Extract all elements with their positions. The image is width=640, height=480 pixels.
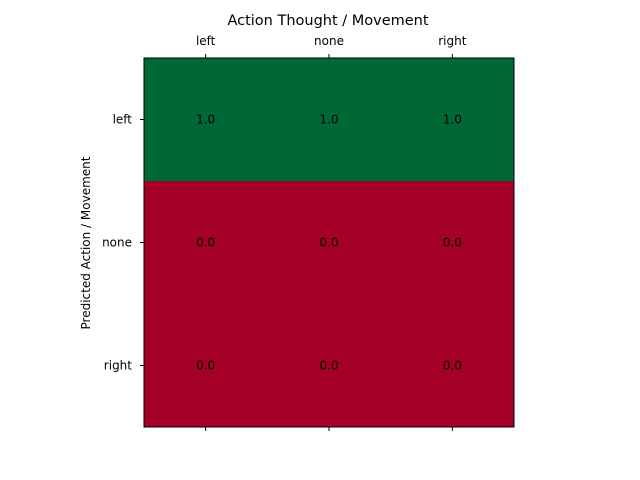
y-tick-label: left [113, 113, 133, 127]
heatmap-cell [267, 304, 392, 428]
heatmap-cell [144, 58, 268, 182]
heatmap-cell [267, 58, 392, 182]
heatmap-cells [144, 58, 515, 428]
chart-title: Action Thought / Movement [227, 13, 428, 29]
cell-value-labels: 1.0 1.0 1.0 0.0 0.0 0.0 0.0 0.0 0.0 [196, 113, 462, 373]
x-tick-label: none [314, 34, 344, 48]
cell-value-label: 0.0 [319, 236, 338, 250]
heatmap-cell [267, 181, 392, 305]
cell-value-label: 0.0 [196, 359, 215, 373]
heatmap-cell [390, 58, 515, 182]
cell-value-label: 0.0 [196, 236, 215, 250]
x-tick-label: right [438, 34, 466, 48]
axis-ticks [140, 54, 453, 431]
cell-value-label: 0.0 [443, 236, 462, 250]
cell-value-label: 0.0 [319, 359, 338, 373]
heatmap-cell [390, 304, 515, 428]
cell-value-label: 1.0 [196, 113, 215, 127]
cell-value-label: 1.0 [319, 113, 338, 127]
heatmap-cell [144, 181, 268, 305]
heatmap-cell [144, 304, 268, 428]
cell-value-label: 0.0 [443, 359, 462, 373]
y-axis-label: Predicted Action / Movement [79, 156, 93, 329]
x-tick-labels: left none right [196, 34, 467, 48]
y-tick-label: right [104, 359, 132, 373]
heatmap-cell [390, 181, 515, 305]
y-tick-label: none [102, 236, 132, 250]
cell-value-label: 1.0 [443, 113, 462, 127]
y-tick-labels: left none right [102, 113, 132, 373]
x-tick-label: left [196, 34, 216, 48]
